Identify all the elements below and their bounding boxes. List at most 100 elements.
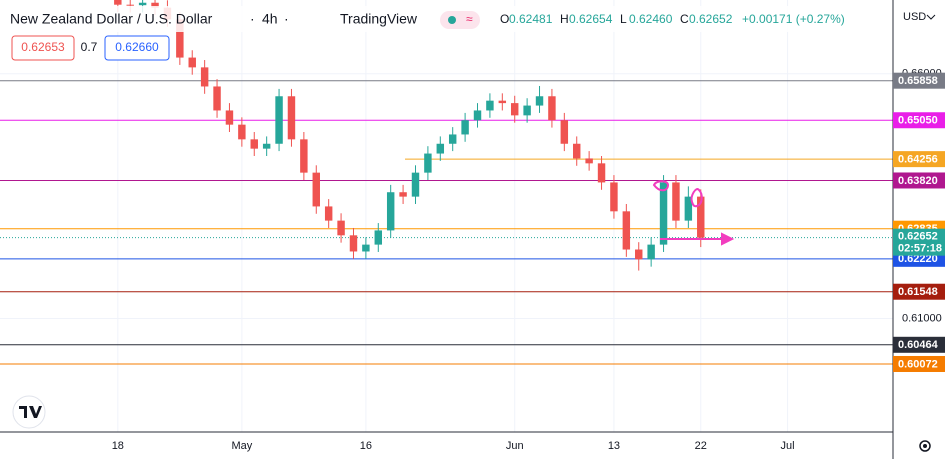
y-tick-label: 0.61000	[902, 312, 942, 324]
grid	[0, 0, 893, 432]
top-marker	[652, 180, 670, 192]
candle-body	[498, 100, 507, 104]
sell-box[interactable]	[11, 35, 75, 61]
levels	[0, 80, 893, 365]
quote-key: L	[620, 12, 627, 26]
level-label: 0.61548	[898, 286, 938, 298]
candle-body	[585, 158, 593, 164]
buy-box[interactable]	[104, 35, 170, 61]
candle-body	[610, 182, 618, 212]
candle-body	[262, 143, 271, 149]
candle-body	[200, 67, 209, 87]
bid-price[interactable]: 0.62653	[21, 40, 65, 54]
candle-body	[324, 206, 333, 221]
level-label: 0.62220	[898, 253, 938, 265]
x-tick-label: Jun	[506, 440, 524, 452]
x-tick-label: May	[231, 440, 252, 452]
quote-value: 0.62654	[569, 12, 613, 26]
settings-core	[923, 444, 927, 448]
top-marker	[690, 188, 703, 208]
arrow-head	[721, 232, 735, 246]
x-tick-label: 22	[695, 440, 707, 452]
status-icon: ≈	[466, 12, 473, 26]
source: TradingView	[340, 11, 418, 27]
x-tick-label: Jul	[781, 440, 795, 452]
level-label-bg	[893, 336, 945, 353]
level-label-bg	[893, 112, 945, 129]
candle-body	[461, 120, 469, 135]
candle-body	[647, 244, 655, 260]
quote-key: H	[560, 12, 569, 26]
candle-body	[424, 153, 432, 173]
x-tick-label: 13	[608, 440, 620, 452]
currency[interactable]: USD	[903, 11, 926, 23]
candle-body	[672, 182, 680, 221]
candle-body	[362, 244, 370, 252]
countdown: 02:57:18	[898, 243, 942, 255]
x-tick-label: 16	[360, 440, 372, 452]
logo-mark	[19, 406, 42, 418]
header-bg	[0, 6, 860, 32]
candle-body	[573, 143, 581, 159]
quote-key: C	[680, 12, 689, 26]
candle-body	[622, 211, 631, 250]
level-label: 0.60072	[898, 358, 938, 370]
candle-body	[486, 100, 494, 111]
candle-body	[225, 110, 234, 125]
quote-value: 0.62652	[689, 12, 733, 26]
candle-body	[684, 196, 693, 221]
last-price-label: 0.62652	[898, 231, 938, 243]
annotations	[652, 180, 735, 246]
candle-body	[114, 0, 122, 5]
level-label: 0.60464	[898, 339, 939, 351]
candle-body	[176, 19, 184, 58]
candle-body	[560, 120, 569, 144]
x-tick-label: 18	[112, 440, 124, 452]
candle-body	[312, 172, 320, 207]
candle-body	[287, 96, 296, 140]
level-label-bg	[893, 172, 945, 189]
candle-body	[411, 172, 420, 197]
separator: ·	[284, 11, 289, 27]
spread: 0.7	[81, 40, 98, 54]
level-label-bg	[893, 151, 945, 168]
interval[interactable]: 4h	[262, 11, 278, 27]
status-badge[interactable]	[440, 11, 480, 29]
level-label-bg	[893, 72, 945, 89]
candle-body	[659, 182, 668, 245]
status-dot	[448, 16, 456, 24]
candle-body	[510, 103, 519, 116]
candle-body	[597, 163, 606, 183]
candle-body	[635, 249, 643, 260]
level-label-bg	[893, 355, 945, 372]
currency-caret	[926, 14, 936, 20]
candle-body	[238, 124, 246, 140]
candle-body	[535, 96, 544, 106]
candle-body	[548, 96, 556, 121]
candle-body	[275, 96, 283, 144]
quote-value: 0.62460	[629, 12, 673, 26]
separator: ·	[250, 11, 255, 27]
quote-change: +0.00171 (+0.27%)	[742, 12, 845, 26]
candle-body	[386, 192, 395, 231]
level-label: 0.65858	[898, 75, 938, 87]
candle-body	[399, 192, 407, 197]
logo[interactable]	[12, 395, 46, 429]
candle-body	[126, 4, 134, 6]
candle-body	[138, 2, 147, 6]
candle-body	[337, 220, 345, 236]
candle-body	[300, 139, 308, 173]
candle-body	[151, 2, 159, 8]
settings[interactable]	[919, 440, 931, 452]
last-price-bg	[893, 228, 945, 256]
candle-body	[697, 196, 705, 238]
candle-body	[250, 139, 258, 149]
candle-body	[213, 86, 221, 111]
ask-price[interactable]: 0.62660	[115, 40, 159, 54]
candle-body	[188, 57, 196, 68]
symbol-title: New Zealand Dollar / U.S. Dollar	[10, 11, 213, 27]
candle-body	[349, 235, 358, 252]
